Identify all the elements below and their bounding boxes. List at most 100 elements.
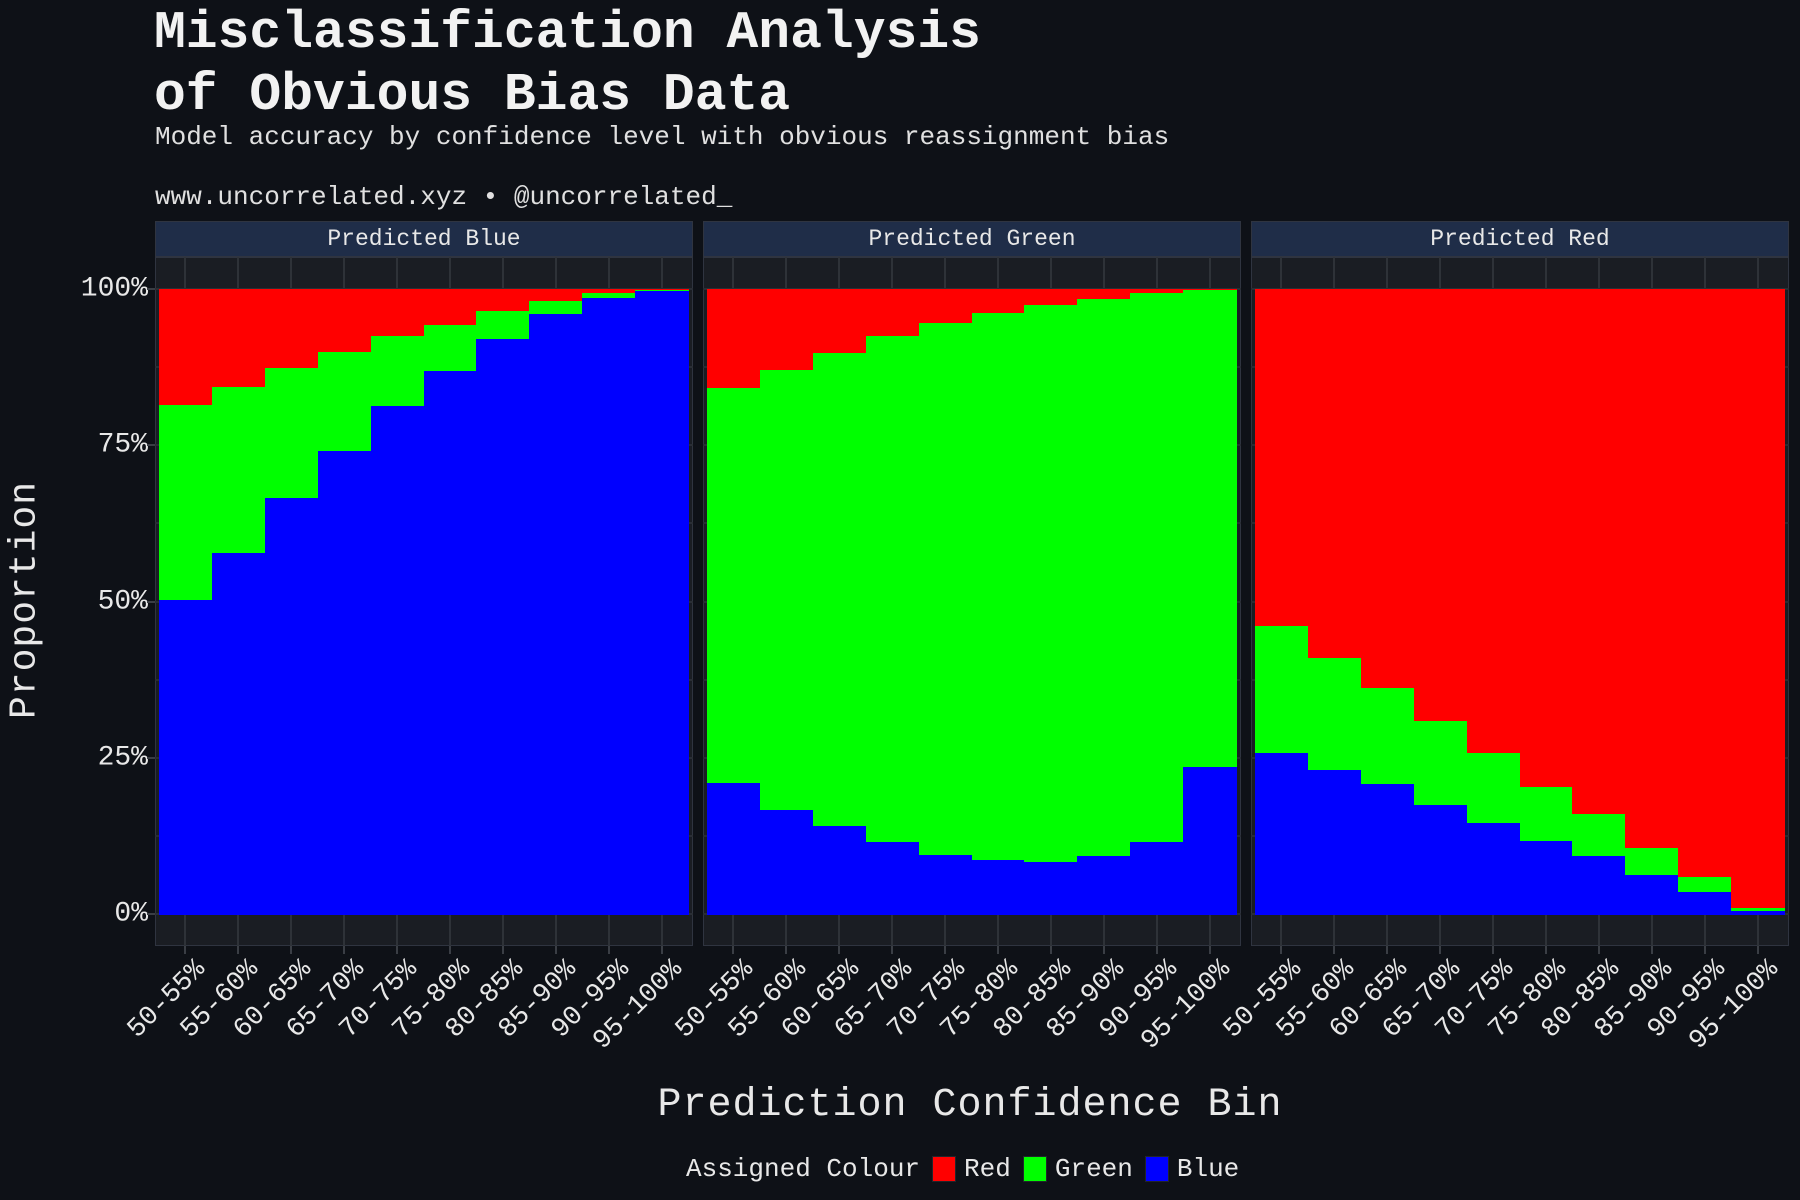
bar-segment-blue	[1255, 752, 1309, 915]
bar-segment-green	[317, 351, 372, 451]
bar-segment-red	[759, 289, 814, 370]
x-tick-mark	[1333, 946, 1336, 954]
bar-segment-red	[1360, 289, 1415, 689]
bar-segment-red	[1466, 289, 1521, 754]
bar-segment-green	[1307, 657, 1362, 770]
y-tick-mark	[147, 288, 155, 290]
x-tick-mark	[343, 946, 346, 954]
bar-segment-blue	[423, 370, 478, 915]
x-tick-mark	[1102, 946, 1105, 954]
facet-panel-predicted-red: Predicted Red	[1251, 221, 1789, 946]
facet-strip-label: Predicted Red	[1251, 221, 1789, 257]
bar-segment-red	[317, 289, 372, 352]
bar-segment-red	[1183, 289, 1238, 291]
legend-swatch-red	[932, 1156, 957, 1182]
y-tick-label: 25%	[97, 742, 148, 774]
bar-segment-red	[812, 289, 867, 354]
bar-segment-blue	[264, 497, 319, 915]
bar-segment-green	[529, 300, 584, 314]
legend: Assigned Colour Red Green Blue	[686, 1154, 1239, 1184]
bar-segment-blue	[317, 450, 372, 915]
bar-segment-green	[1024, 304, 1079, 862]
x-tick-mark	[1280, 946, 1283, 954]
legend-swatch-green	[1022, 1156, 1047, 1182]
bar-segment-red	[159, 289, 213, 405]
x-tick-mark	[660, 946, 663, 954]
bar-segment-red	[264, 289, 319, 369]
bar-segment-red	[582, 289, 637, 293]
bar-segment-red	[211, 289, 266, 387]
y-tick-label: 0%	[114, 898, 148, 930]
x-tick-mark	[838, 946, 841, 954]
bar-segment-blue	[1678, 891, 1733, 915]
x-tick-mark	[554, 946, 557, 954]
bar-segment-green	[1678, 876, 1733, 892]
bar-segment-blue	[918, 854, 973, 915]
x-tick-mark	[1544, 946, 1547, 954]
x-tick-mark	[891, 946, 894, 954]
bar-segment-green	[1077, 298, 1132, 856]
bar-segment-green	[264, 367, 319, 498]
x-tick-mark	[1155, 946, 1158, 954]
bar-segment-red	[865, 289, 920, 337]
bar-segment-green	[1572, 813, 1627, 856]
x-tick-mark	[785, 946, 788, 954]
bar-segment-red	[1255, 289, 1309, 627]
x-tick-mark	[944, 946, 947, 954]
facet-strip-label: Predicted Blue	[155, 221, 693, 257]
bar-segment-red	[370, 289, 425, 336]
bar-segment-red	[1413, 289, 1468, 722]
x-tick-mark	[1049, 946, 1052, 954]
x-tick-mark	[1386, 946, 1389, 954]
bar-segment-green	[812, 352, 867, 827]
bar-segment-red	[1572, 289, 1627, 814]
bar-segment-red	[635, 289, 690, 291]
bar-segment-red	[918, 289, 973, 324]
bar-segment-green	[1255, 625, 1309, 754]
bar-segment-blue	[1077, 855, 1132, 915]
bar-segment-blue	[1413, 804, 1468, 915]
bar-segment-red	[423, 289, 478, 326]
y-tick-label: 75%	[97, 429, 148, 461]
x-axis-title: Prediction Confidence Bin	[657, 1083, 1283, 1128]
bar-segment-green	[759, 369, 814, 811]
legend-title: Assigned Colour	[686, 1154, 921, 1184]
x-tick-mark	[1703, 946, 1706, 954]
x-tick-mark	[501, 946, 504, 954]
chart-caption: www.uncorrelated.xyz • @uncorrelated_	[155, 182, 733, 212]
legend-swatch-blue	[1144, 1156, 1169, 1182]
y-tick-label: 100%	[80, 273, 148, 305]
x-tick-mark	[1650, 946, 1653, 954]
bar-segment-blue	[1731, 910, 1786, 915]
facet-panel-predicted-blue: Predicted Blue	[155, 221, 693, 946]
bar-segment-green	[1360, 687, 1415, 784]
bar-segment-blue	[1572, 855, 1627, 915]
bar-segment-red	[1519, 289, 1574, 787]
x-tick-mark	[290, 946, 293, 954]
bar-segment-green	[865, 335, 920, 842]
bar-segment-blue	[1024, 861, 1079, 915]
bar-segment-blue	[1519, 840, 1574, 915]
bar-segment-blue	[159, 599, 213, 915]
bar-segment-green	[582, 292, 637, 298]
x-tick-mark	[1208, 946, 1211, 954]
chart-title-line2: of Obvious Bias Data	[154, 65, 791, 125]
bar-segment-red	[476, 289, 531, 311]
x-tick-mark	[996, 946, 999, 954]
y-tick-label: 50%	[97, 586, 148, 617]
chart-title-line1: Misclassification Analysis	[154, 3, 981, 63]
y-tick-mark	[147, 600, 155, 603]
x-tick-mark	[732, 946, 735, 954]
bar-segment-green	[918, 322, 973, 855]
bar-segment-green	[211, 386, 266, 554]
bar-segment-blue	[529, 313, 584, 915]
bar-segment-blue	[865, 841, 920, 915]
x-tick-mark	[184, 946, 187, 954]
bar-segment-red	[1077, 289, 1132, 299]
bar-segment-green	[159, 404, 213, 600]
bar-segment-red	[1024, 289, 1079, 305]
bar-segment-green	[971, 312, 1026, 861]
bar-segment-green	[1413, 720, 1468, 806]
bar-segment-green	[1183, 289, 1238, 767]
facet-panel-predicted-green: Predicted Green	[703, 221, 1241, 946]
